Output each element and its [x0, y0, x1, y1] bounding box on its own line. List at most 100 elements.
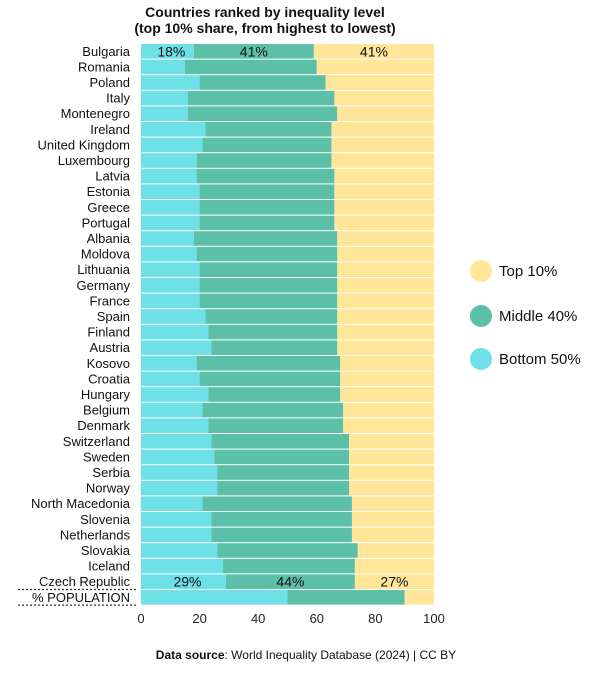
bar-germany-top-10pct — [337, 278, 434, 293]
bar-romania-middle-40pct — [184, 59, 317, 75]
bar-albania-top-10pct — [337, 231, 434, 246]
bar-denmark-bottom-50pct — [141, 418, 209, 433]
category-label-luxembourg: Luxembourg — [58, 153, 130, 168]
bar-pct-population-middle-40pct — [287, 590, 405, 605]
category-label-united-kingdom: United Kingdom — [38, 137, 131, 152]
bar-poland-top-10pct — [325, 75, 434, 90]
bar-spain-bottom-50pct — [141, 309, 206, 324]
category-label-romania: Romania — [78, 59, 131, 74]
legend-swatch-top-10pct — [470, 260, 492, 282]
bar-serbia-middle-40pct — [217, 465, 350, 480]
bar-pct-population-bottom-50pct — [141, 590, 288, 605]
bar-norway-top-10pct — [349, 480, 434, 496]
bar-romania-top-10pct — [316, 59, 434, 75]
category-labels: BulgariaRomaniaPolandItalyMontenegroIrel… — [31, 44, 131, 605]
bars-group — [18, 44, 434, 606]
bar-portugal-top-10pct — [334, 215, 434, 231]
bar-slovenia-top-10pct — [351, 512, 434, 527]
bar-austria-bottom-50pct — [141, 340, 212, 355]
bar-serbia-top-10pct — [349, 465, 434, 480]
bar-lithuania-top-10pct — [337, 262, 434, 277]
category-label-spain: Spain — [97, 309, 130, 324]
category-label-czech-republic: Czech Republic — [39, 574, 131, 589]
x-tick-0: 0 — [137, 611, 144, 626]
bar-czech-republic-bottom-50pct — [141, 574, 226, 589]
bar-slovenia-bottom-50pct — [141, 512, 212, 527]
bar-italy-bottom-50pct — [141, 90, 188, 106]
bar-norway-bottom-50pct — [141, 480, 218, 496]
category-label-lithuania: Lithuania — [77, 262, 131, 277]
category-label-moldova: Moldova — [81, 247, 131, 262]
bar-kosovo-bottom-50pct — [141, 356, 197, 371]
bar-switzerland-top-10pct — [349, 434, 434, 449]
bar-iceland-bottom-50pct — [141, 558, 224, 574]
bar-norway-middle-40pct — [217, 480, 350, 496]
bar-albania-bottom-50pct — [141, 231, 194, 246]
bar-poland-middle-40pct — [199, 75, 326, 90]
category-label-bulgaria: Bulgaria — [82, 44, 130, 59]
bar-slovakia-top-10pct — [357, 543, 434, 558]
data-labels-group: 18% 41% 41% 29% 44% 27% — [157, 43, 408, 589]
category-label-finland: Finland — [87, 325, 130, 340]
bar-croatia-top-10pct — [340, 371, 434, 387]
category-label-austria: Austria — [90, 340, 131, 355]
bar-luxembourg-middle-40pct — [196, 153, 332, 168]
chart-subtitle: (top 10% share, from highest to lowest) — [134, 20, 395, 36]
bar-netherlands-bottom-50pct — [141, 527, 212, 543]
bar-germany-middle-40pct — [199, 278, 338, 293]
bar-latvia-top-10pct — [334, 168, 434, 184]
bar-united-kingdom-top-10pct — [331, 137, 434, 153]
category-label-estonia: Estonia — [87, 184, 131, 199]
data-label-czech-republic-middle-40pct: 44% — [276, 574, 304, 590]
bar-italy-top-10pct — [334, 90, 434, 106]
bar-slovakia-bottom-50pct — [141, 543, 218, 558]
bar-czech-republic-middle-40pct — [225, 574, 355, 589]
source-label: Data source — [155, 648, 225, 662]
bar-estonia-bottom-50pct — [141, 184, 200, 199]
bar-latvia-bottom-50pct — [141, 168, 197, 184]
bar-poland-bottom-50pct — [141, 75, 200, 90]
bar-ireland-bottom-50pct — [141, 122, 206, 137]
bar-finland-middle-40pct — [208, 324, 338, 340]
bar-finland-top-10pct — [337, 324, 434, 340]
bar-hungary-middle-40pct — [208, 387, 341, 402]
bar-france-middle-40pct — [199, 293, 338, 309]
category-label-albania: Albania — [87, 231, 131, 246]
bar-czech-republic-top-10pct — [354, 574, 434, 589]
bar-montenegro-middle-40pct — [187, 106, 338, 121]
category-label-serbia: Serbia — [92, 465, 130, 480]
bar-moldova-bottom-50pct — [141, 246, 197, 262]
bar-austria-top-10pct — [337, 340, 434, 355]
bar-belgium-bottom-50pct — [141, 402, 203, 418]
source-text: : World Inequality Database (2024) | CC … — [224, 648, 457, 662]
category-label-belgium: Belgium — [83, 403, 130, 418]
data-label-czech-republic-top-10pct: 27% — [380, 574, 408, 590]
bar-north-macedonia-top-10pct — [351, 496, 434, 511]
category-label-germany: Germany — [77, 278, 131, 293]
bar-kosovo-top-10pct — [340, 356, 434, 371]
bar-bulgaria-middle-40pct — [193, 44, 314, 59]
data-label-bulgaria-top-10pct: 41% — [360, 43, 388, 59]
category-label-sweden: Sweden — [83, 449, 130, 464]
legend: Top 10% Middle 40% Bottom 50% — [470, 260, 581, 370]
category-label-switzerland: Switzerland — [63, 434, 130, 449]
bar-germany-bottom-50pct — [141, 278, 200, 293]
category-label-slovenia: Slovenia — [80, 512, 131, 527]
legend-label-bottom-50pct: Bottom 50% — [499, 351, 581, 368]
bar-netherlands-top-10pct — [351, 527, 434, 543]
bar-united-kingdom-bottom-50pct — [141, 137, 203, 153]
x-axis-ticks: 0 20 40 60 80 100 — [137, 611, 444, 626]
bar-moldova-middle-40pct — [196, 246, 338, 262]
category-label-ireland: Ireland — [90, 122, 130, 137]
legend-label-top-10pct: Top 10% — [499, 263, 557, 280]
x-tick-60: 60 — [310, 611, 324, 626]
bar-sweden-middle-40pct — [214, 449, 350, 465]
bar-france-top-10pct — [337, 293, 434, 309]
bar-hungary-top-10pct — [340, 387, 434, 402]
bar-croatia-bottom-50pct — [141, 371, 200, 387]
bar-lithuania-middle-40pct — [199, 262, 338, 277]
bar-latvia-middle-40pct — [196, 168, 335, 184]
category-label-slovakia: Slovakia — [81, 543, 131, 558]
bar-slovenia-middle-40pct — [211, 512, 352, 527]
